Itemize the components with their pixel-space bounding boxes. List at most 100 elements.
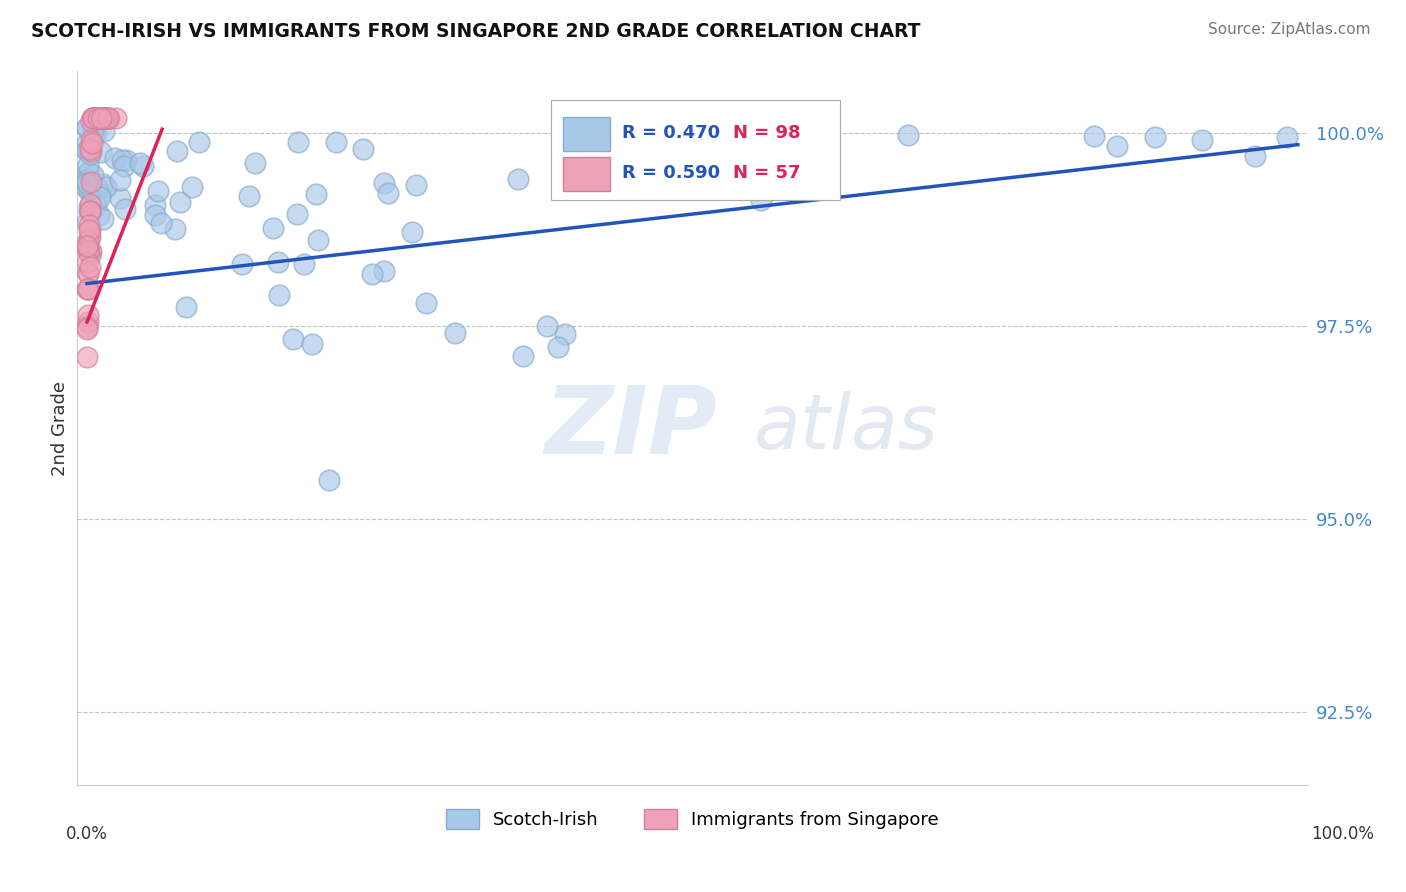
Point xyxy=(91,111,114,125)
Point xyxy=(89,186,111,201)
Point xyxy=(77,308,100,322)
Point xyxy=(76,173,98,187)
Point xyxy=(96,111,118,125)
Text: SCOTCH-IRISH VS IMMIGRANTS FROM SINGAPORE 2ND GRADE CORRELATION CHART: SCOTCH-IRISH VS IMMIGRANTS FROM SINGAPOR… xyxy=(31,22,921,41)
Point xyxy=(80,202,103,217)
Point xyxy=(79,203,101,218)
Point xyxy=(76,350,98,364)
Point xyxy=(703,135,725,149)
Point xyxy=(401,225,423,239)
Point xyxy=(325,135,347,149)
Point xyxy=(243,156,266,170)
Point xyxy=(76,144,98,158)
Point xyxy=(353,142,375,156)
Point xyxy=(77,243,100,257)
Point xyxy=(79,244,101,258)
Point xyxy=(90,111,112,125)
Point xyxy=(76,215,98,229)
Point xyxy=(89,190,111,204)
Point xyxy=(79,142,101,156)
Point xyxy=(86,180,108,194)
Point xyxy=(749,193,772,207)
Point xyxy=(181,180,204,194)
Point xyxy=(83,111,105,125)
Point xyxy=(77,315,100,329)
Point xyxy=(112,159,135,173)
Point xyxy=(79,230,101,244)
Point xyxy=(79,197,101,211)
Point xyxy=(80,136,103,150)
Text: R = 0.470: R = 0.470 xyxy=(623,125,720,143)
Point xyxy=(1107,139,1129,153)
Point xyxy=(262,220,284,235)
Point xyxy=(148,184,170,198)
Point xyxy=(702,150,724,164)
Point xyxy=(76,266,98,280)
Point xyxy=(90,111,112,125)
Point xyxy=(536,318,558,333)
Point xyxy=(554,326,576,341)
Point xyxy=(76,244,98,258)
Point xyxy=(97,111,120,125)
Point xyxy=(506,172,529,186)
Point xyxy=(1244,149,1267,163)
Point xyxy=(143,208,166,222)
Point xyxy=(94,111,117,125)
Point xyxy=(897,128,920,143)
Point xyxy=(80,175,103,189)
Point xyxy=(80,244,103,259)
Point xyxy=(98,111,121,125)
Point xyxy=(79,147,101,161)
Point xyxy=(80,132,103,146)
Text: atlas: atlas xyxy=(754,392,938,465)
Point xyxy=(82,111,104,125)
Point xyxy=(415,295,437,310)
Point xyxy=(77,241,100,255)
Text: Source: ZipAtlas.com: Source: ZipAtlas.com xyxy=(1208,22,1371,37)
Point xyxy=(79,249,101,263)
Point xyxy=(77,218,100,232)
Point xyxy=(169,195,191,210)
Point xyxy=(114,153,136,168)
Point xyxy=(84,111,107,125)
Point xyxy=(76,176,98,190)
Point xyxy=(91,177,114,191)
Text: 0.0%: 0.0% xyxy=(66,825,108,843)
Point xyxy=(76,239,98,253)
Point xyxy=(91,111,114,125)
Point xyxy=(1083,129,1105,144)
Point xyxy=(79,260,101,274)
Point xyxy=(76,322,98,336)
Point xyxy=(76,320,98,334)
Point xyxy=(76,143,98,157)
Bar xyxy=(564,157,610,191)
Point xyxy=(132,159,155,173)
Text: ZIP: ZIP xyxy=(546,382,717,475)
Point xyxy=(238,189,260,203)
Point xyxy=(76,182,98,196)
Bar xyxy=(564,117,610,152)
Point xyxy=(1144,129,1167,144)
Point xyxy=(86,111,108,125)
Point xyxy=(373,176,395,190)
Point xyxy=(111,153,134,167)
Point xyxy=(104,151,127,165)
Point xyxy=(1275,130,1298,145)
Point xyxy=(231,256,253,270)
Point xyxy=(76,121,98,136)
Point xyxy=(267,255,290,269)
Y-axis label: 2nd Grade: 2nd Grade xyxy=(51,381,69,475)
Point xyxy=(744,139,766,153)
Point xyxy=(77,266,100,280)
Point xyxy=(82,169,104,183)
Point xyxy=(110,173,132,187)
Point xyxy=(82,111,104,125)
Point xyxy=(89,111,111,125)
Point xyxy=(82,111,104,125)
Point xyxy=(79,203,101,218)
FancyBboxPatch shape xyxy=(551,100,841,200)
Point xyxy=(287,135,309,149)
Point xyxy=(377,186,399,200)
Point xyxy=(292,257,315,271)
Point xyxy=(318,473,340,487)
